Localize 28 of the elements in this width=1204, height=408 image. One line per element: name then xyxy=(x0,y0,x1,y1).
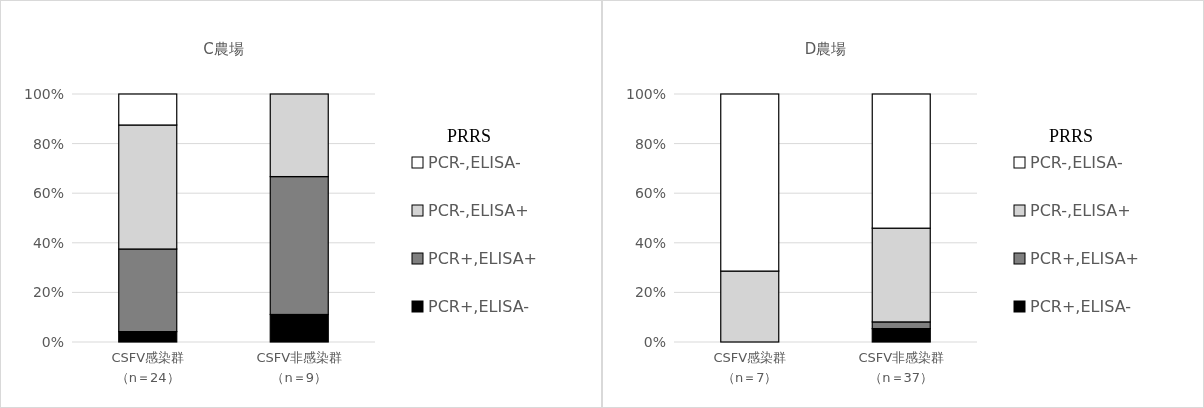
legend-label: PCR+,ELISA- xyxy=(428,297,529,316)
legend-label: PCR-,ELISA- xyxy=(1030,153,1123,172)
y-tick-label: 80% xyxy=(634,135,666,152)
y-tick-label: 100% xyxy=(625,86,666,102)
y-tick-label: 100% xyxy=(23,86,64,102)
y-tick-label: 20% xyxy=(32,284,64,301)
y-tick-label: 0% xyxy=(41,334,64,350)
legend-label: PCR-,ELISA+ xyxy=(428,201,529,220)
chart-title: C農場 xyxy=(203,40,244,58)
y-tick-label: 0% xyxy=(643,334,666,350)
legend-label: PCR-,ELISA- xyxy=(428,153,521,172)
y-tick-label: 60% xyxy=(634,185,666,202)
legend-label: PCR-,ELISA+ xyxy=(1030,201,1131,220)
y-tick-label: 40% xyxy=(634,234,666,251)
legend-label: PCR+,ELISA- xyxy=(1030,297,1131,316)
y-tick-label: 40% xyxy=(32,234,64,251)
legend-label: PCR+,ELISA+ xyxy=(1030,249,1139,268)
y-tick-label: 20% xyxy=(634,284,666,301)
legend-title: PRRS xyxy=(447,126,492,146)
x-tick-label: CSFV非感染群（n＝37） xyxy=(858,350,945,385)
x-tick-label: CSFV非感染群（n＝9） xyxy=(256,350,343,385)
chart-title: D農場 xyxy=(804,40,847,58)
y-tick-label: 60% xyxy=(32,185,64,202)
legend-title: PRRS xyxy=(1049,126,1094,146)
x-tick-label: CSFV感染群（n＝7） xyxy=(713,350,787,385)
legend-label: PCR+,ELISA+ xyxy=(428,249,537,268)
x-tick-label: CSFV感染群（n＝24） xyxy=(111,350,185,385)
y-tick-label: 80% xyxy=(32,135,64,152)
